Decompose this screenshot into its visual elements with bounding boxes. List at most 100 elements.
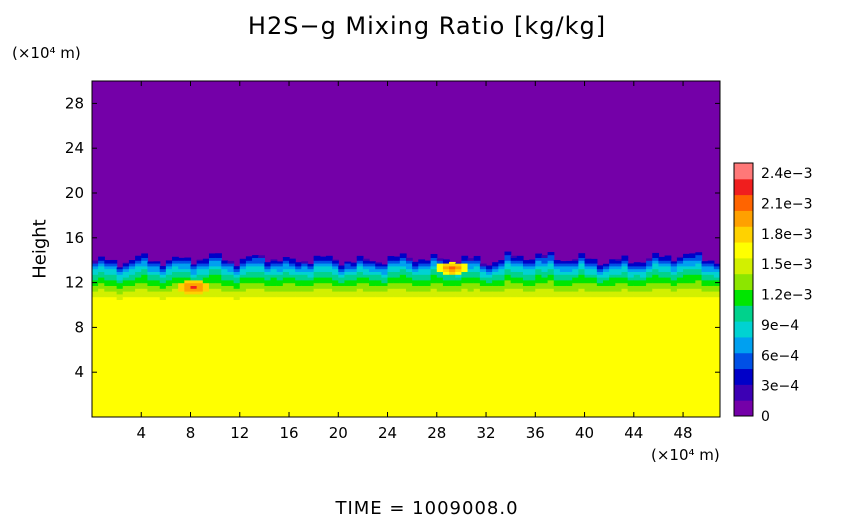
heatmap-cell xyxy=(418,259,426,261)
heatmap-cell xyxy=(313,257,321,261)
heatmap-cell xyxy=(178,288,185,292)
heatmap-cell xyxy=(572,293,579,298)
heatmap-cell xyxy=(307,285,315,289)
heatmap-cell xyxy=(307,265,315,270)
heatmap-cell xyxy=(227,302,235,306)
heatmap-cell xyxy=(442,263,450,267)
heatmap-cell xyxy=(449,285,456,289)
heatmap-cell xyxy=(504,288,512,292)
heatmap-cell xyxy=(467,302,475,306)
heatmap-cell xyxy=(406,257,413,261)
heatmap-cell xyxy=(172,296,179,300)
heatmap-cell xyxy=(289,274,296,278)
heatmap-cell xyxy=(535,285,543,289)
heatmap-cell xyxy=(664,268,672,272)
heatmap-cell xyxy=(566,291,573,295)
heatmap-cell xyxy=(369,271,376,275)
heatmap-cell xyxy=(313,263,321,267)
heatmap-cell xyxy=(529,260,536,264)
heatmap-cell xyxy=(92,299,99,303)
heatmap-cell xyxy=(492,262,499,264)
heatmap-cell xyxy=(141,254,149,258)
heatmap-cell xyxy=(609,260,616,264)
heatmap-cell xyxy=(147,291,155,295)
heatmap-cell xyxy=(676,260,684,264)
heatmap-cell xyxy=(387,296,395,300)
heatmap-cell xyxy=(282,277,290,281)
heatmap-cell xyxy=(362,302,370,306)
heatmap-cell xyxy=(566,260,573,264)
heatmap-cell xyxy=(633,279,641,284)
heatmap-cell xyxy=(436,274,444,278)
heatmap-cell xyxy=(553,274,561,278)
heatmap-cell xyxy=(153,277,161,281)
heatmap-cell xyxy=(510,268,518,272)
heatmap-cell xyxy=(332,296,339,300)
heatmap-cell xyxy=(578,277,586,281)
heatmap-cell xyxy=(670,263,678,267)
heatmap-cell xyxy=(553,271,561,275)
heatmap-cell xyxy=(689,265,696,270)
heatmap-cell xyxy=(553,282,561,286)
heatmap-cell xyxy=(196,274,204,278)
heatmap-cell xyxy=(165,279,173,284)
heatmap-cell xyxy=(473,279,481,284)
heatmap-cell xyxy=(215,285,222,289)
heatmap-cell xyxy=(541,282,549,286)
heatmap-cell xyxy=(522,279,530,284)
heatmap-cell xyxy=(325,277,333,281)
heatmap-cell xyxy=(270,288,278,292)
heatmap-cell xyxy=(258,260,265,264)
heatmap-cell xyxy=(504,251,512,253)
heatmap-cell xyxy=(362,282,370,286)
heatmap-cell xyxy=(190,264,198,267)
heatmap-cell xyxy=(387,260,395,264)
heatmap-cell xyxy=(504,285,512,289)
heatmap-cell xyxy=(221,268,229,272)
heatmap-cell xyxy=(301,282,309,286)
heatmap-cell xyxy=(202,285,210,289)
heatmap-cell xyxy=(689,291,696,295)
heatmap-cell xyxy=(658,260,666,264)
heatmap-cell xyxy=(701,277,709,281)
heatmap-cell xyxy=(245,271,253,275)
heatmap-cell xyxy=(239,291,247,295)
heatmap-cell xyxy=(276,265,284,270)
heatmap-cell xyxy=(387,268,395,272)
heatmap-cell xyxy=(430,265,438,270)
heatmap-cell xyxy=(301,288,309,292)
heatmap-cell xyxy=(529,299,536,303)
heatmap-cell xyxy=(282,299,290,303)
heatmap-cell xyxy=(615,260,623,264)
heatmap-cell xyxy=(98,271,105,275)
heatmap-cell xyxy=(215,302,222,306)
heatmap-cell xyxy=(301,279,309,284)
heatmap-cell xyxy=(590,291,598,295)
heatmap-cell xyxy=(467,271,475,275)
heatmap-cell xyxy=(245,260,253,264)
heatmap-cell xyxy=(412,282,419,286)
heatmap-cell xyxy=(676,268,684,272)
heatmap-cell xyxy=(510,282,518,286)
heatmap-cell xyxy=(449,271,456,275)
heatmap-cell xyxy=(245,268,253,272)
heatmap-cell xyxy=(295,268,302,272)
heatmap-cell xyxy=(313,255,321,258)
heatmap-cell xyxy=(615,296,623,300)
heatmap-cell xyxy=(676,299,684,303)
heatmap-cell xyxy=(252,271,259,275)
heatmap-cell xyxy=(695,268,703,272)
heatmap-cell xyxy=(461,296,469,300)
heatmap-cell xyxy=(621,285,629,289)
heatmap-cell xyxy=(676,274,684,278)
heatmap-cell xyxy=(399,274,407,278)
heatmap-cell xyxy=(547,279,555,284)
heatmap-cell xyxy=(338,274,346,278)
heatmap-cell xyxy=(239,293,247,298)
colorbar-swatch xyxy=(734,289,753,306)
heatmap-cell xyxy=(535,257,543,261)
heatmap-cell xyxy=(553,285,561,289)
heatmap-cell xyxy=(683,274,690,278)
heatmap-cell xyxy=(356,260,364,264)
heatmap-cell xyxy=(559,274,567,278)
